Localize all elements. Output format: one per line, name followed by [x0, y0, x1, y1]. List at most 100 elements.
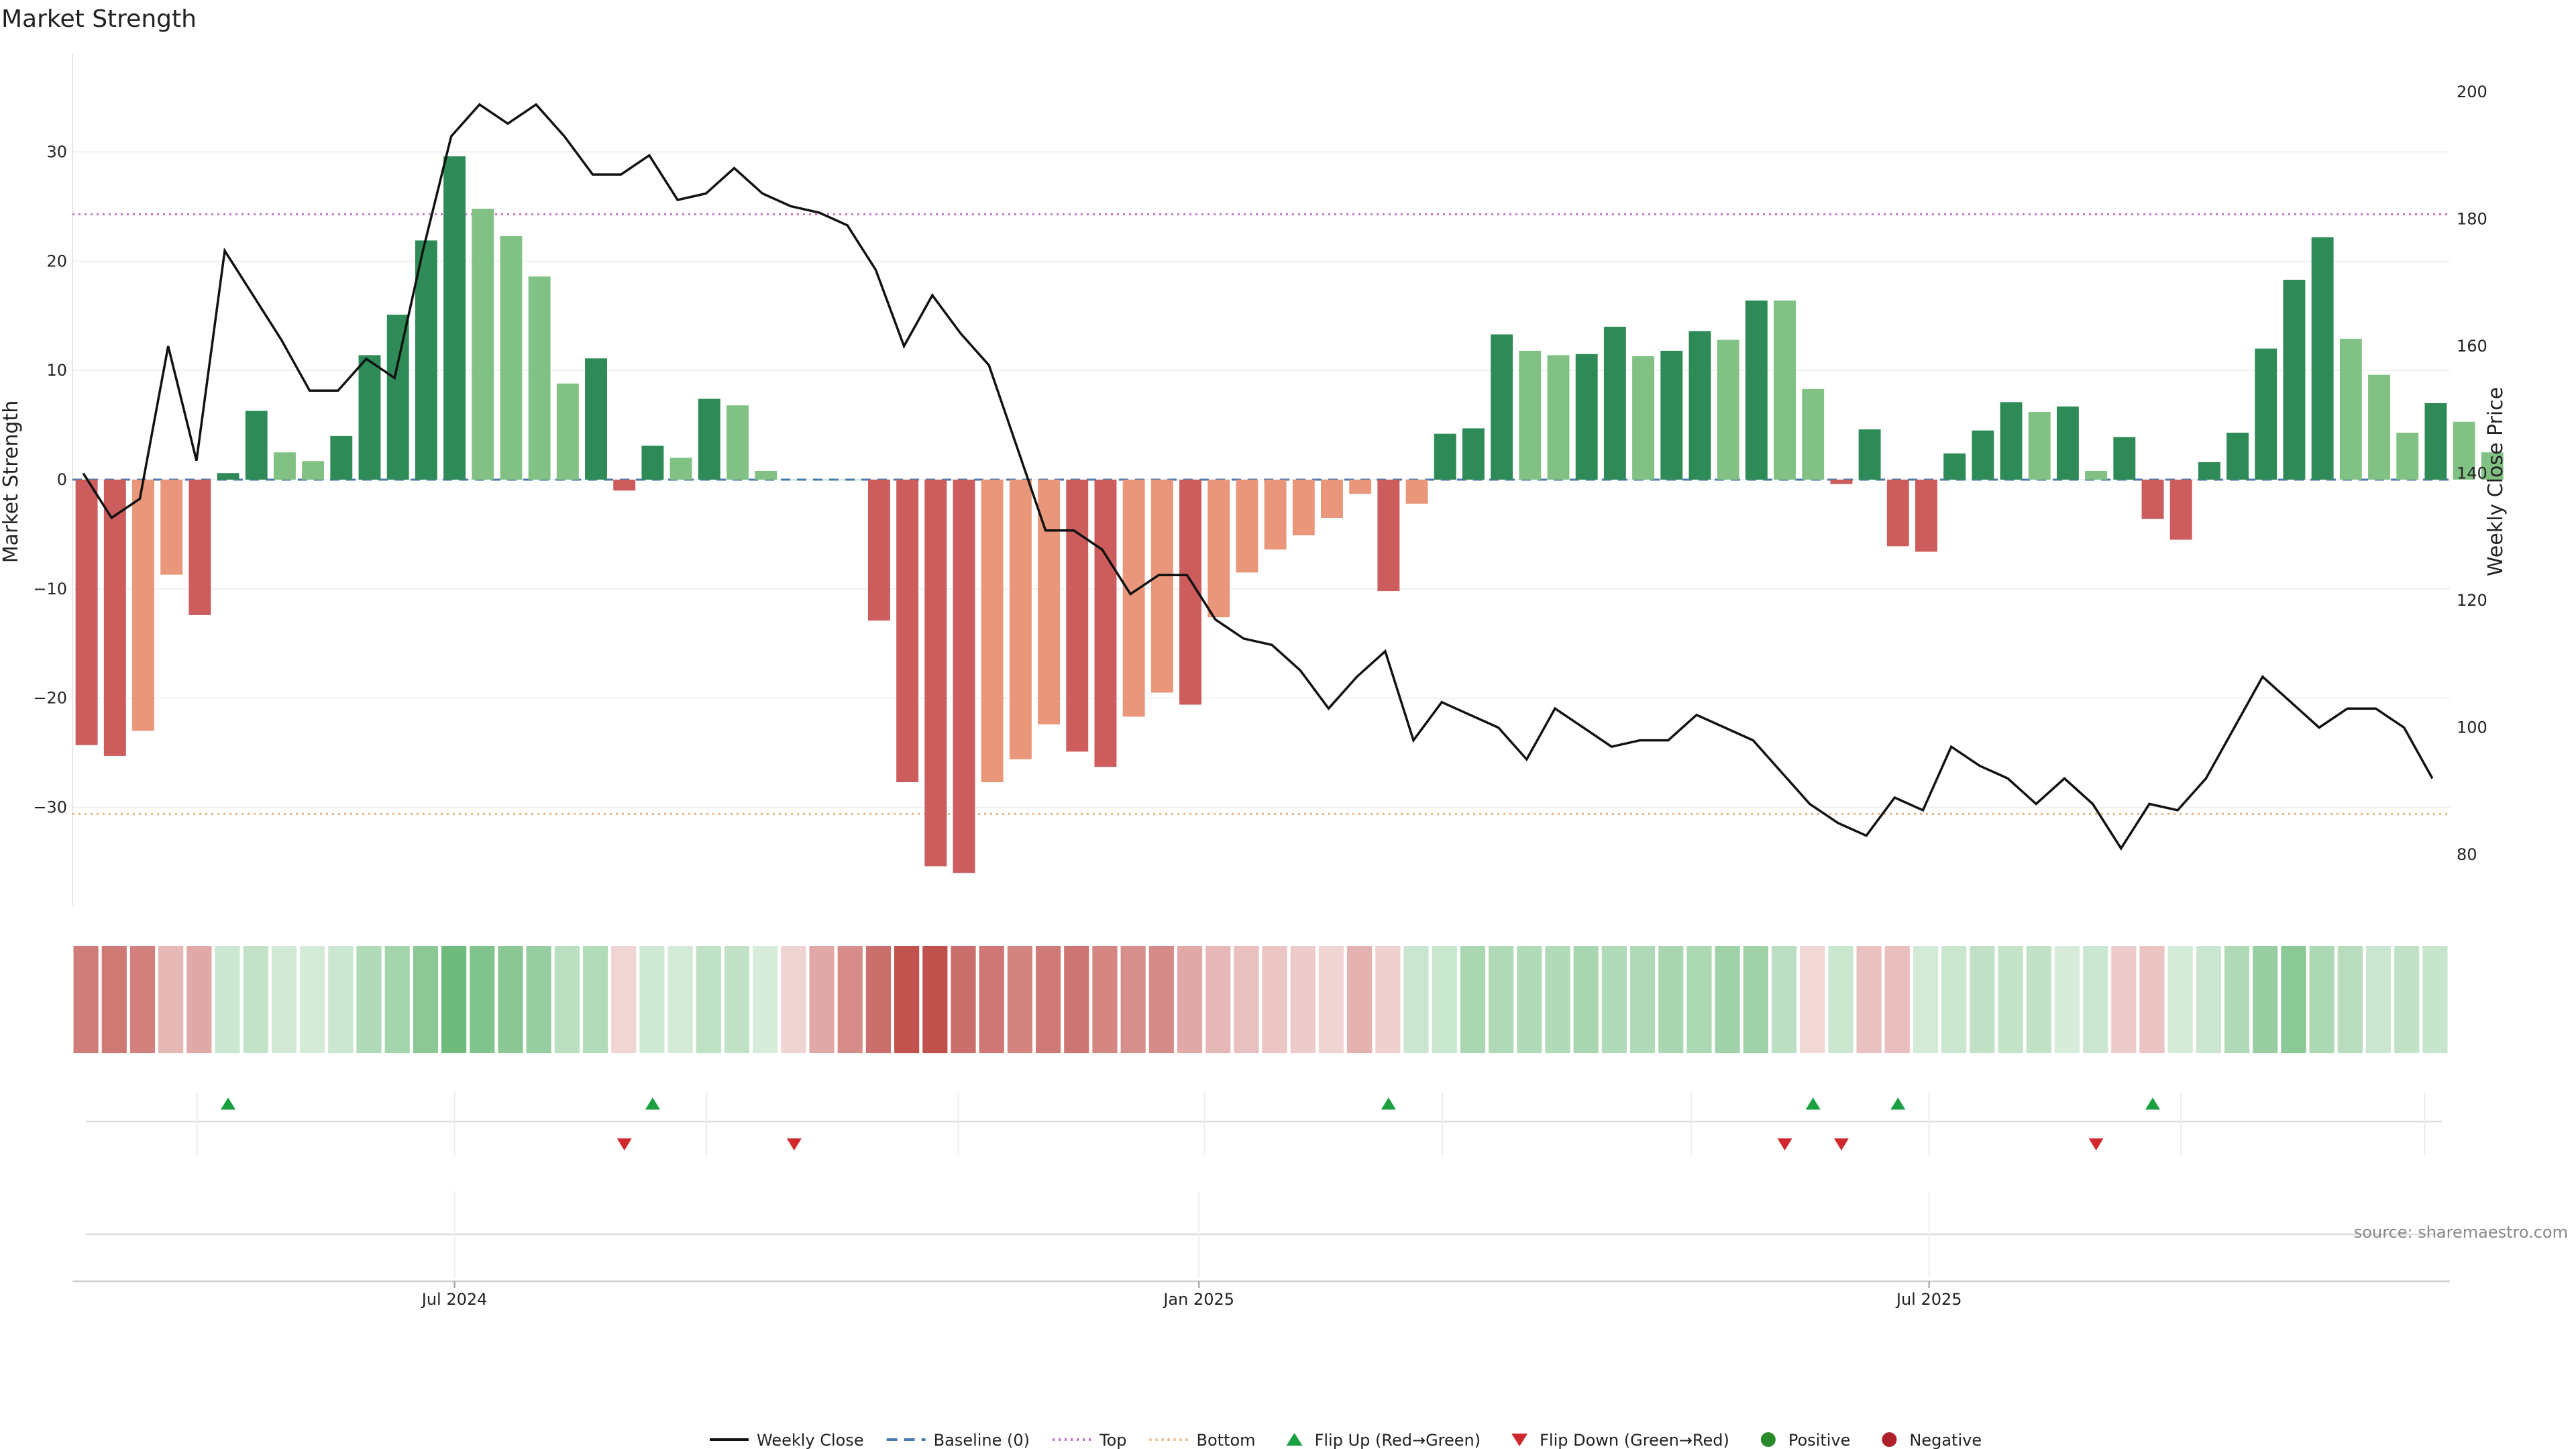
left-tick-label: 20 — [46, 252, 67, 270]
strength-bar — [2113, 437, 2136, 480]
heat-cell — [1941, 946, 1967, 1053]
left-tick-label: −10 — [33, 580, 67, 598]
strength-bar — [669, 458, 692, 480]
strength-bar — [1122, 480, 1145, 717]
strength-bar — [2056, 406, 2079, 480]
flip-up-marker — [1805, 1097, 1821, 1110]
legend: Weekly Close Baseline (0) Top Bottom Flip Up… — [710, 1431, 1982, 1449]
strength-bar — [1830, 480, 1853, 484]
heat-cell — [1262, 946, 1287, 1053]
heat-cell — [1205, 946, 1231, 1053]
strength-bar — [1858, 429, 1881, 480]
heat-cell — [73, 946, 99, 1053]
x-tick-label: Jul 2025 — [1895, 1290, 1962, 1309]
strength-bar — [472, 209, 494, 480]
legend-label: Negative — [1909, 1431, 1982, 1449]
strength-bar — [330, 435, 353, 480]
legend-label: Baseline (0) — [934, 1431, 1030, 1449]
heat-cell — [724, 946, 750, 1053]
heat-cell — [865, 946, 892, 1053]
strength-bar — [245, 411, 268, 480]
flip-up-marker — [1381, 1097, 1396, 1110]
heat-cell — [1573, 946, 1599, 1053]
strength-bar — [358, 355, 381, 480]
legend-label: Bottom — [1197, 1431, 1256, 1449]
heat-cell — [1120, 946, 1146, 1053]
legend-label: Flip Down (Green→Red) — [1540, 1431, 1729, 1449]
strength-bar — [2453, 421, 2475, 480]
heat-cell — [413, 946, 438, 1053]
strength-bar — [132, 480, 154, 731]
right-tick-label: 140 — [2457, 464, 2487, 483]
heat-cell — [696, 946, 721, 1053]
heat-cell — [441, 946, 467, 1053]
strength-bar — [386, 315, 409, 480]
strength-bar — [585, 358, 607, 480]
strength-bar — [698, 398, 720, 480]
heat-cell — [300, 946, 325, 1053]
strength-bar — [160, 480, 183, 575]
heat-cell — [1007, 946, 1032, 1053]
strength-bar — [2255, 348, 2277, 480]
strength-bar — [727, 405, 749, 480]
flip-up-marker — [1890, 1097, 1906, 1110]
heat-cell — [2167, 946, 2193, 1053]
heat-cell — [384, 946, 410, 1053]
heat-cell — [1290, 946, 1316, 1053]
x-axis-ticks: Jul 2024 Jan 2025 Jul 2025 — [72, 1280, 2450, 1309]
heat-cell — [526, 946, 551, 1053]
strength-bar — [1377, 480, 1400, 592]
strength-bar — [2481, 452, 2504, 480]
heat-cell — [2253, 946, 2278, 1053]
heat-cell — [809, 946, 835, 1053]
strength-bar — [500, 235, 523, 480]
heat-cell — [2309, 946, 2334, 1053]
x-tick-label: Jan 2025 — [1162, 1290, 1234, 1309]
heat-cell — [837, 946, 863, 1053]
heat-cell — [1148, 946, 1174, 1053]
heat-cell — [1913, 946, 1939, 1053]
strength-bar — [1009, 480, 1032, 759]
heat-cell — [1489, 946, 1514, 1053]
flip-event-row — [86, 1092, 2442, 1155]
strength-bar — [981, 480, 1004, 783]
right-tick-label: 200 — [2457, 83, 2487, 101]
flip-up-marker — [645, 1097, 660, 1110]
heat-cell — [979, 946, 1004, 1053]
strength-bar — [1150, 480, 1173, 693]
heat-cell — [554, 946, 580, 1053]
strength-bar — [613, 480, 636, 491]
heat-cell — [498, 946, 523, 1053]
heat-cell — [215, 946, 240, 1053]
legend-item: Negative — [1882, 1431, 1982, 1449]
left-tick-label: −30 — [33, 798, 67, 816]
strength-bar — [1802, 388, 1825, 480]
heat-cell — [1715, 946, 1740, 1053]
heat-cell — [1800, 946, 1825, 1053]
heat-cell — [1970, 946, 1995, 1053]
heat-cell — [1035, 946, 1061, 1053]
flip-down-marker — [1777, 1138, 1792, 1150]
reference-lines — [72, 213, 2450, 815]
right-tick-label: 120 — [2457, 591, 2487, 610]
strength-bar — [528, 276, 551, 480]
strength-bar — [1462, 428, 1485, 480]
heat-cell — [1771, 946, 1797, 1053]
heat-cell — [951, 946, 976, 1053]
strength-bar — [641, 445, 664, 480]
strength-bar — [1321, 480, 1343, 518]
strength-bar — [273, 452, 296, 480]
legend-item: Top — [1053, 1431, 1127, 1449]
strength-bar — [1264, 480, 1287, 550]
strength-bar — [1349, 480, 1372, 494]
legend-item: Flip Down (Green→Red) — [1511, 1431, 1729, 1449]
strength-bar — [1717, 339, 1739, 480]
heat-cell — [1177, 946, 1203, 1053]
heat-cell — [2281, 946, 2306, 1053]
strength-bar — [1745, 300, 1768, 480]
heat-cell — [1092, 946, 1118, 1053]
strength-bar — [2169, 480, 2192, 540]
legend-item: Baseline (0) — [886, 1431, 1030, 1449]
strength-bar — [189, 480, 211, 615]
